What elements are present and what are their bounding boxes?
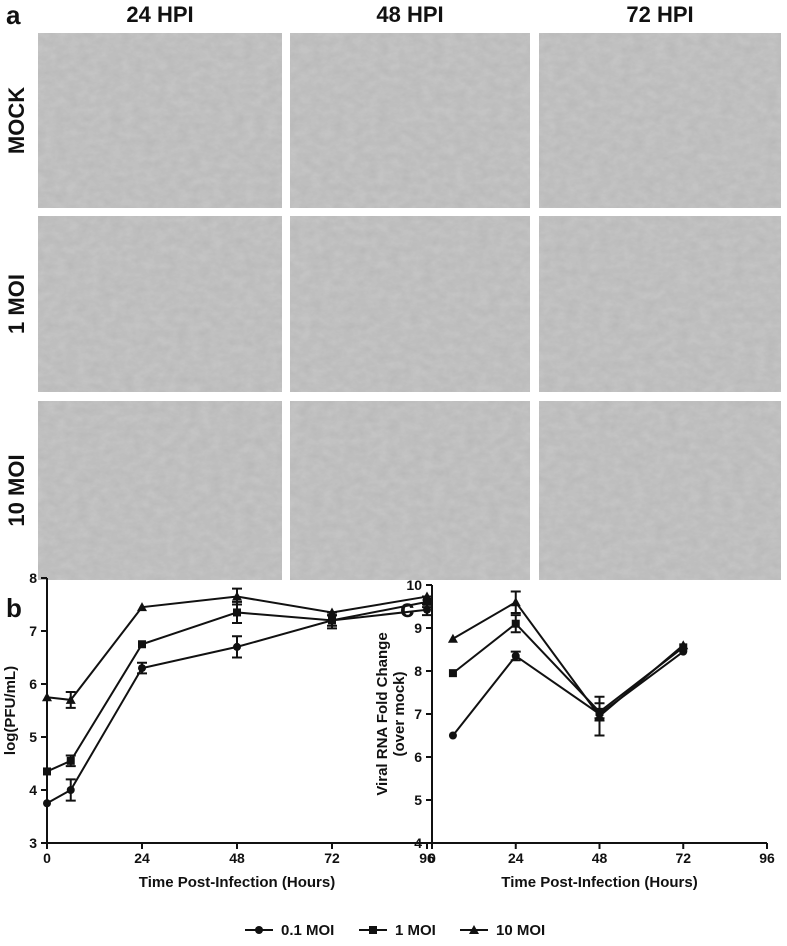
marker (369, 926, 377, 934)
legend-label: 1 MOI (395, 922, 436, 939)
x-tick-label: 96 (759, 850, 775, 866)
y-tick-label: 4 (414, 835, 422, 851)
marker (423, 597, 431, 606)
marker (510, 597, 521, 607)
marker (138, 664, 146, 673)
marker (448, 731, 457, 740)
x-tick-label: 72 (675, 850, 691, 866)
series-line (452, 622, 684, 714)
row-header: MOCK (4, 87, 29, 154)
marker (233, 608, 241, 617)
marker (511, 651, 520, 660)
series-line (452, 650, 684, 737)
marker (511, 619, 520, 628)
marker (66, 756, 75, 765)
x-tick-label: 0 (428, 850, 436, 866)
y-tick-label: 8 (29, 570, 37, 586)
panel-label: b (6, 593, 22, 623)
micrograph (539, 216, 781, 392)
marker (678, 640, 689, 650)
y-axis-label: (over mock) (391, 671, 408, 756)
panel-label: a (6, 0, 21, 30)
y-tick-label: 5 (414, 792, 422, 808)
panel-label: c (400, 593, 414, 623)
micrograph (290, 216, 530, 392)
micrograph (38, 216, 282, 392)
series-line (46, 600, 428, 773)
y-tick-label: 9 (414, 620, 422, 636)
marker (66, 786, 75, 794)
row-header: 10 MOI (4, 454, 29, 526)
marker (328, 616, 336, 625)
y-axis-label: Viral RNA Fold Change (374, 632, 391, 795)
series-line (46, 608, 428, 805)
y-tick-label: 7 (29, 623, 37, 639)
x-axis-label: Time Post-Infection (Hours) (139, 874, 335, 891)
marker (43, 767, 51, 776)
marker (233, 642, 241, 651)
x-tick-label: 0 (43, 850, 51, 866)
y-tick-label: 6 (29, 676, 37, 692)
y-tick-label: 8 (414, 663, 422, 679)
marker (42, 692, 52, 702)
x-tick-label: 72 (324, 850, 340, 866)
series-line (452, 600, 684, 718)
x-tick-label: 24 (508, 850, 524, 866)
x-axis-label: Time Post-Infection (Hours) (501, 874, 697, 891)
x-tick-label: 24 (134, 850, 150, 866)
marker (43, 799, 51, 808)
marker (137, 602, 147, 612)
marker (232, 591, 242, 601)
column-header: 24 HPI (126, 2, 193, 27)
micrograph (290, 401, 530, 580)
y-tick-label: 4 (29, 782, 37, 798)
micrograph (539, 401, 781, 580)
y-axis-label: log(PFU/mL) (2, 666, 19, 755)
legend-label: 10 MOI (496, 922, 545, 939)
marker (255, 926, 263, 934)
x-tick-label: 48 (592, 850, 608, 866)
micrograph (290, 33, 530, 208)
marker (327, 607, 337, 617)
y-tick-label: 6 (414, 749, 422, 765)
micrograph (539, 33, 781, 208)
x-tick-label: 96 (419, 850, 435, 866)
marker (469, 925, 479, 934)
micrograph (38, 33, 282, 208)
legend-label: 0.1 MOI (281, 922, 334, 939)
x-tick-label: 48 (229, 850, 245, 866)
y-tick-label: 10 (406, 577, 422, 593)
marker (138, 640, 146, 649)
y-tick-label: 3 (29, 835, 37, 851)
series-line (46, 595, 428, 701)
y-tick-label: 5 (29, 729, 37, 745)
y-tick-label: 7 (414, 706, 422, 722)
row-header: 1 MOI (4, 274, 29, 334)
marker (448, 669, 457, 678)
marker (447, 633, 458, 643)
column-header: 48 HPI (376, 2, 443, 27)
marker (65, 694, 76, 704)
micrograph (38, 401, 282, 580)
marker (422, 591, 432, 601)
column-header: 72 HPI (626, 2, 693, 27)
micrograph-grid: 24 HPI 48 HPI 72 HPI MOCK 1 MOI 10 MOI (4, 2, 781, 580)
legend: 0.1 MOI 1 MOI 10 MOI (245, 922, 545, 939)
marker (594, 711, 605, 721)
chart: 4 5 6 7 8 9 10 0 24 48 72 96 Time Post-Infection (Ho… (374, 577, 775, 891)
